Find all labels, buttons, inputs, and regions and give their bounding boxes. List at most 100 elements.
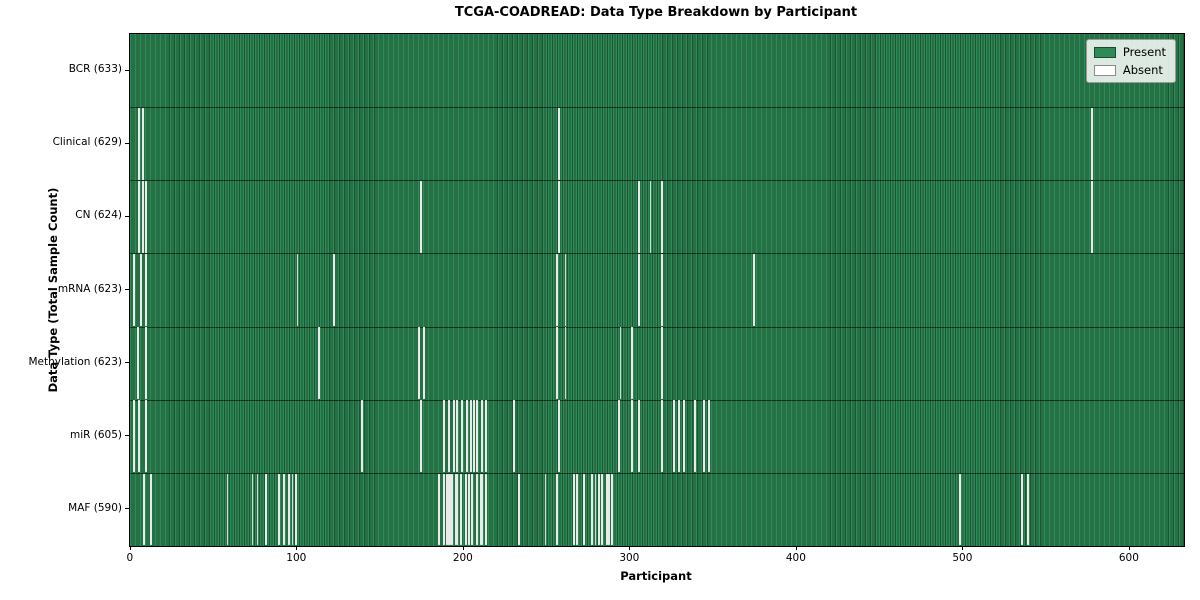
absent-mark <box>484 400 487 473</box>
absent-mark <box>291 473 294 546</box>
absent-mark <box>149 473 152 546</box>
absent-mark <box>454 473 457 546</box>
x-tick-mark <box>129 546 131 550</box>
absent-mark <box>591 473 594 546</box>
y-tick-mark <box>125 289 129 290</box>
absent-mark <box>226 473 229 546</box>
absent-mark <box>637 180 640 253</box>
absent-mark <box>661 327 664 399</box>
x-tick-label: 100 <box>286 552 307 564</box>
row-separator <box>130 180 1184 182</box>
y-tick-label: miR (605) <box>69 428 122 441</box>
absent-mark <box>296 254 299 326</box>
y-tick-label: BCR (633) <box>68 63 122 76</box>
absent-mark <box>453 400 455 473</box>
absent-mark <box>438 473 440 546</box>
x-tick-mark <box>462 546 464 550</box>
absent-mark <box>144 254 147 326</box>
absent-mark <box>631 400 634 473</box>
absent-mark <box>141 107 144 180</box>
absent-mark <box>459 473 462 546</box>
absent-mark <box>606 473 609 546</box>
absent-mark <box>631 327 634 399</box>
absent-mark <box>601 473 604 546</box>
y-tick-mark <box>125 435 129 437</box>
legend-item-absent: Absent <box>1093 63 1166 77</box>
absent-mark <box>469 400 472 473</box>
absent-mark <box>288 473 291 546</box>
absent-mark <box>707 400 710 473</box>
absent-mark <box>136 327 139 399</box>
absent-mark <box>318 327 321 399</box>
absent-mark <box>451 473 454 546</box>
absent-mark <box>556 254 559 326</box>
absent-mark <box>464 473 467 546</box>
absent-mark <box>1020 473 1023 546</box>
chart-title: TCGA-COADREAD: Data Type Breakdown by Pa… <box>454 5 858 20</box>
absent-mark <box>617 400 620 473</box>
absent-mark <box>144 180 147 253</box>
absent-mark <box>361 400 364 473</box>
x-tick-label: 500 <box>952 552 973 564</box>
absent-mark <box>576 473 579 546</box>
y-tick-label: MAF (590) <box>68 501 122 514</box>
absent-mark <box>456 473 459 546</box>
x-tick-mark <box>1128 546 1130 550</box>
x-tick-label: 600 <box>1118 552 1139 564</box>
absent-mark <box>423 327 425 399</box>
y-tick-mark <box>125 508 129 510</box>
absent-mark <box>582 473 585 546</box>
absent-mark <box>481 473 484 546</box>
absent-mark <box>611 473 614 546</box>
row-separator <box>130 253 1184 255</box>
y-tick-mark <box>125 215 129 217</box>
absent-mark <box>564 327 567 399</box>
absent-mark <box>471 473 474 546</box>
absent-mark <box>133 400 136 473</box>
absent-mark <box>418 327 420 399</box>
row-separator <box>130 107 1184 109</box>
x-tick-mark <box>795 546 797 550</box>
absent-mark <box>619 327 622 399</box>
legend-label: Absent <box>1122 63 1163 77</box>
absent-mark <box>333 254 336 326</box>
absent-mark <box>557 180 560 253</box>
absent-mark <box>694 400 697 473</box>
absent-mark <box>133 254 136 326</box>
absent-mark <box>138 180 141 253</box>
absent-mark <box>649 180 652 253</box>
absent-mark <box>473 400 475 473</box>
absent-mark <box>419 180 422 253</box>
absent-mark <box>419 400 422 473</box>
row-separator <box>130 326 1184 328</box>
y-tick-label: mRNA (623) <box>57 282 122 295</box>
absent-mark <box>479 473 482 546</box>
absent-mark <box>607 473 610 546</box>
row-separator <box>130 472 1184 474</box>
absent-mark <box>294 473 297 546</box>
x-tick-mark <box>629 546 631 550</box>
y-tick-label: CN (624) <box>75 209 122 222</box>
x-tick-mark <box>962 546 964 550</box>
absent-mark <box>256 473 259 546</box>
absent-mark <box>443 400 445 473</box>
absent-mark <box>556 327 559 399</box>
x-tick-label: 200 <box>452 552 473 564</box>
absent-swatch <box>1093 64 1116 76</box>
absent-mark <box>448 400 450 473</box>
absent-mark <box>597 473 600 546</box>
absent-mark <box>661 180 664 253</box>
absent-mark <box>637 254 640 326</box>
absent-mark <box>517 473 520 546</box>
absent-mark <box>264 473 267 546</box>
absent-mark <box>449 473 452 546</box>
absent-mark <box>512 400 515 473</box>
absent-mark <box>144 400 147 473</box>
present-swatch <box>1093 46 1116 58</box>
absent-mark <box>143 473 146 546</box>
x-tick-label: 0 <box>126 552 134 564</box>
y-tick-label: Clinical (629) <box>52 136 122 149</box>
plot-area <box>129 33 1185 547</box>
y-tick-mark <box>125 362 129 364</box>
